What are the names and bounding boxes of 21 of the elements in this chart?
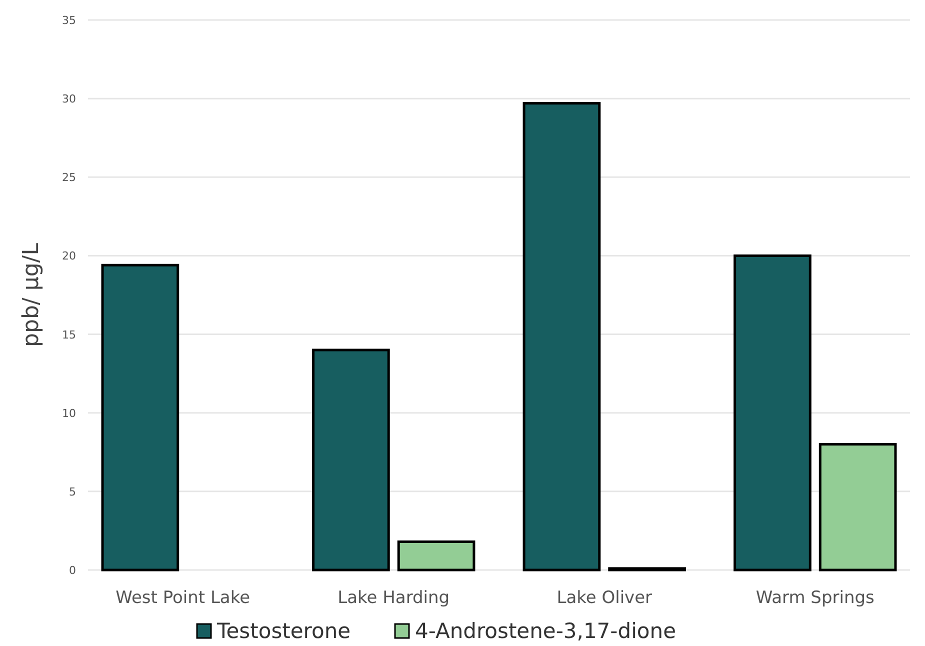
bar (734, 254, 812, 572)
y-tick-label: 25 (62, 171, 76, 184)
bar (818, 443, 897, 572)
y-tick-label: 15 (62, 328, 76, 342)
y-tick-label: 0 (69, 564, 76, 577)
legend-label: Testosterone (216, 619, 351, 643)
x-tick-label: Lake Oliver (556, 588, 652, 608)
y-tick-label: 30 (62, 92, 76, 106)
x-tick-label: Warm Springs (756, 588, 875, 608)
y-tick-label: 10 (62, 406, 76, 420)
bar (101, 264, 180, 572)
x-tick-label: West Point Lake (116, 588, 250, 608)
legend-label: 4-Androstene-3,17-dione (415, 619, 676, 643)
y-tick-label: 35 (62, 14, 76, 27)
bar (522, 102, 601, 572)
bar (397, 540, 476, 572)
y-axis-title: ppb/ µg/L (19, 242, 44, 347)
x-tick-label: Lake Harding (338, 588, 450, 608)
y-tick-label: 5 (69, 485, 76, 498)
y-tick-label: 20 (62, 250, 76, 263)
bar (312, 348, 390, 572)
